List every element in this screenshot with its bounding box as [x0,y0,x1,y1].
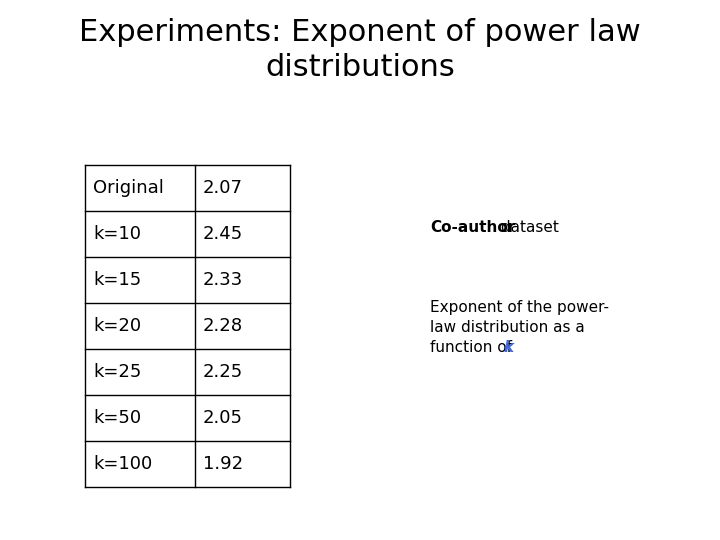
Text: 2.25: 2.25 [203,363,243,381]
Text: Exponent of the power-: Exponent of the power- [430,300,609,315]
Text: k=50: k=50 [93,409,141,427]
Text: 2.28: 2.28 [203,317,243,335]
Text: 2.05: 2.05 [203,409,243,427]
Text: 1.92: 1.92 [203,455,243,473]
Text: k=100: k=100 [93,455,152,473]
Text: function of: function of [430,340,517,355]
Text: 2.07: 2.07 [203,179,243,197]
Text: 2.33: 2.33 [203,271,243,289]
Text: k=15: k=15 [93,271,141,289]
Text: Original: Original [93,179,164,197]
Text: k=25: k=25 [93,363,141,381]
Text: Co-author: Co-author [430,220,516,235]
Text: 2.45: 2.45 [203,225,243,243]
Text: law distribution as a: law distribution as a [430,320,585,335]
Text: Experiments: Exponent of power law
distributions: Experiments: Exponent of power law distr… [79,18,641,82]
Text: k: k [503,340,513,355]
Text: k=10: k=10 [93,225,141,243]
Text: dataset: dataset [495,220,559,235]
Text: k=20: k=20 [93,317,141,335]
